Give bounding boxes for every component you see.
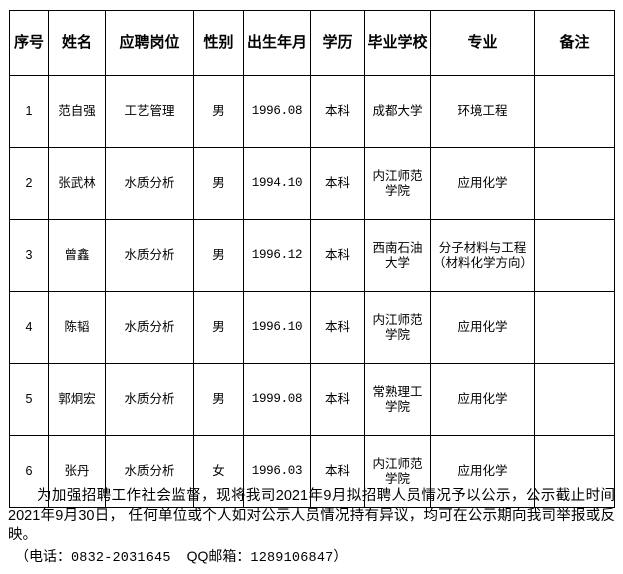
cell-post: 水质分析 bbox=[105, 363, 194, 436]
cell-school: 内江师范学院 bbox=[364, 435, 431, 508]
cell-school: 内江师范学院 bbox=[364, 147, 431, 220]
column-header-school: 毕业学校 bbox=[364, 10, 431, 76]
column-header-index: 序号 bbox=[9, 10, 49, 76]
cell-name: 郭炯宏 bbox=[48, 363, 106, 436]
cell-major: 分子材料与工程（材料化学方向） bbox=[430, 219, 535, 292]
cell-name: 范自强 bbox=[48, 75, 106, 148]
recruitment-candidates-table: 序号 姓名 应聘岗位 性别 出生年月 学历 毕业学校 专业 备注 1 范自强 工… bbox=[9, 10, 615, 508]
cell-school: 成都大学 bbox=[364, 75, 431, 148]
cell-birth: 1994.10 bbox=[243, 147, 311, 220]
cell-education: 本科 bbox=[310, 147, 365, 220]
notice-paragraph: 为加强招聘工作社会监督，现将我司2021年9月拟招聘人员情况予以公示，公示截止时… bbox=[8, 488, 615, 543]
cell-school: 西南石油大学 bbox=[364, 219, 431, 292]
cell-birth: 1996.03 bbox=[243, 435, 311, 508]
cell-remark bbox=[534, 291, 615, 364]
cell-remark bbox=[534, 219, 615, 292]
column-header-gender: 性别 bbox=[193, 10, 244, 76]
table-row: 6 张丹 水质分析 女 1996.03 本科 内江师范学院 应用化学 bbox=[9, 435, 615, 508]
cell-post: 工艺管理 bbox=[105, 75, 194, 148]
column-header-education: 学历 bbox=[310, 10, 365, 76]
cell-remark bbox=[534, 147, 615, 220]
cell-index: 1 bbox=[9, 75, 49, 148]
cell-education: 本科 bbox=[310, 363, 365, 436]
cell-index: 6 bbox=[9, 435, 49, 508]
table-row: 3 曾鑫 水质分析 男 1996.12 本科 西南石油大学 分子材料与工程（材料… bbox=[9, 219, 615, 292]
table-row: 2 张武林 水质分析 男 1994.10 本科 内江师范学院 应用化学 bbox=[9, 147, 615, 220]
cell-education: 本科 bbox=[310, 219, 365, 292]
cell-gender: 男 bbox=[193, 147, 244, 220]
notice-footer: 为加强招聘工作社会监督，现将我司2021年9月拟招聘人员情况予以公示，公示截止时… bbox=[8, 487, 615, 568]
cell-gender: 男 bbox=[193, 219, 244, 292]
cell-major: 应用化学 bbox=[430, 363, 535, 436]
table-row: 5 郭炯宏 水质分析 男 1999.08 本科 常熟理工学院 应用化学 bbox=[9, 363, 615, 436]
cell-index: 4 bbox=[9, 291, 49, 364]
cell-post: 水质分析 bbox=[105, 147, 194, 220]
cell-index: 3 bbox=[9, 219, 49, 292]
column-header-birth: 出生年月 bbox=[243, 10, 311, 76]
cell-education: 本科 bbox=[310, 291, 365, 364]
contact-suffix: ） bbox=[333, 547, 348, 564]
cell-birth: 1999.08 bbox=[243, 363, 311, 436]
contact-line: （电话：0832-2031645 QQ邮箱：1289106847） bbox=[8, 547, 615, 569]
column-header-name: 姓名 bbox=[48, 10, 106, 76]
table-row: 1 范自强 工艺管理 男 1996.08 本科 成都大学 环境工程 bbox=[9, 75, 615, 148]
contact-email-label: QQ邮箱： bbox=[186, 547, 251, 564]
cell-education: 本科 bbox=[310, 435, 365, 508]
column-header-remark: 备注 bbox=[534, 10, 615, 76]
contact-phone-label: （电话： bbox=[15, 547, 71, 564]
cell-name: 张武林 bbox=[48, 147, 106, 220]
cell-birth: 1996.08 bbox=[243, 75, 311, 148]
cell-birth: 1996.10 bbox=[243, 291, 311, 364]
cell-birth: 1996.12 bbox=[243, 219, 311, 292]
cell-remark bbox=[534, 363, 615, 436]
cell-gender: 男 bbox=[193, 363, 244, 436]
cell-gender: 男 bbox=[193, 291, 244, 364]
cell-name: 曾鑫 bbox=[48, 219, 106, 292]
table-row: 4 陈韬 水质分析 男 1996.10 本科 内江师范学院 应用化学 bbox=[9, 291, 615, 364]
cell-name: 陈韬 bbox=[48, 291, 106, 364]
cell-major: 应用化学 bbox=[430, 291, 535, 364]
cell-major: 应用化学 bbox=[430, 435, 535, 508]
cell-remark bbox=[534, 75, 615, 148]
contact-phone-number: 0832-2031645 bbox=[71, 550, 171, 566]
table-header-row: 序号 姓名 应聘岗位 性别 出生年月 学历 毕业学校 专业 备注 bbox=[9, 10, 615, 76]
cell-major: 环境工程 bbox=[430, 75, 535, 148]
cell-gender: 男 bbox=[193, 75, 244, 148]
cell-remark bbox=[534, 435, 615, 508]
cell-school: 常熟理工学院 bbox=[364, 363, 431, 436]
cell-education: 本科 bbox=[310, 75, 365, 148]
cell-post: 水质分析 bbox=[105, 291, 194, 364]
cell-index: 2 bbox=[9, 147, 49, 220]
cell-major: 应用化学 bbox=[430, 147, 535, 220]
cell-school: 内江师范学院 bbox=[364, 291, 431, 364]
column-header-post: 应聘岗位 bbox=[105, 10, 194, 76]
cell-index: 5 bbox=[9, 363, 49, 436]
cell-gender: 女 bbox=[193, 435, 244, 508]
contact-email-number: 1289106847 bbox=[250, 550, 334, 566]
column-header-major: 专业 bbox=[430, 10, 535, 76]
cell-post: 水质分析 bbox=[105, 219, 194, 292]
